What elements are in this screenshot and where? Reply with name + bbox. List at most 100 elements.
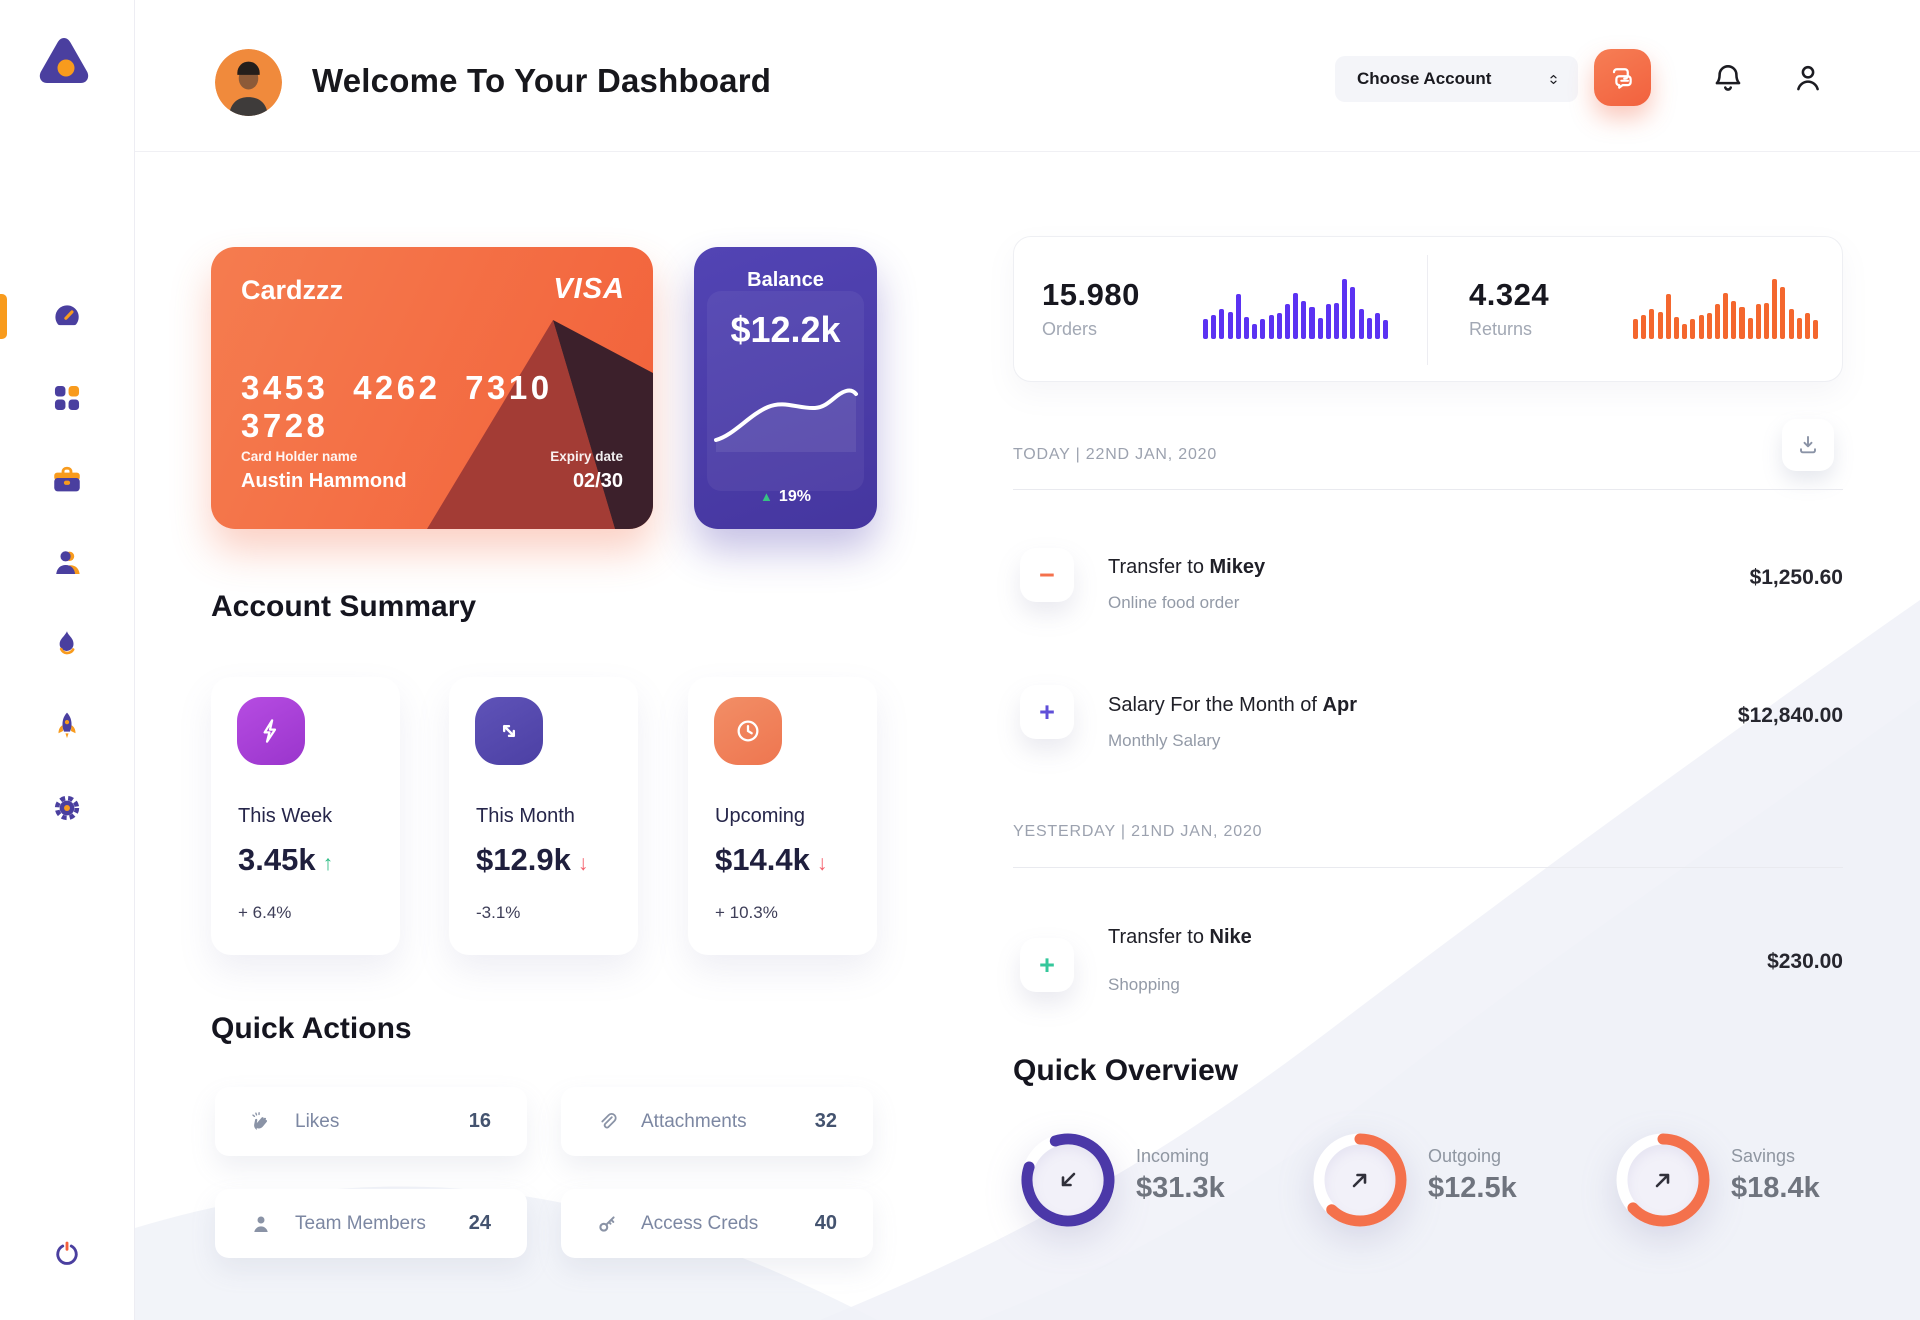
transaction-subtitle: Online food order xyxy=(1108,593,1240,612)
incoming-donut-gauge xyxy=(1021,1133,1115,1227)
app-logo[interactable] xyxy=(35,34,93,90)
transaction-sign-minus: − xyxy=(1020,548,1074,602)
transaction-amount: $230.00 xyxy=(1767,950,1843,973)
clap-hands-icon xyxy=(252,1111,268,1130)
key-icon xyxy=(599,1215,615,1232)
sidebar-item-settings[interactable] xyxy=(43,784,91,832)
sidebar-item-contacts[interactable] xyxy=(43,538,91,586)
flame-icon xyxy=(59,631,75,655)
quick-actions-title: Quick Actions xyxy=(211,1012,412,1045)
card-pyramid-decoration xyxy=(427,320,653,529)
active-nav-indicator xyxy=(0,294,7,339)
download-icon xyxy=(1800,436,1816,454)
page-title: Welcome To Your Dashboard xyxy=(312,62,772,99)
incoming-value: $31.3k xyxy=(1136,1172,1225,1204)
notifications-button[interactable] xyxy=(1710,60,1746,96)
card-number: 3453 4262 7310 3728 xyxy=(241,369,553,444)
sidebar-item-portfolio[interactable] xyxy=(43,456,91,504)
expiry-label: Expiry date xyxy=(550,449,623,464)
sidebar-item-trending[interactable] xyxy=(43,620,91,668)
transactions-divider xyxy=(1013,489,1843,490)
orders-label: Orders xyxy=(1042,319,1098,339)
balance-inner-panel xyxy=(707,291,864,491)
triangle-logo-icon xyxy=(39,38,89,83)
outgoing-label: Outgoing xyxy=(1428,1146,1502,1166)
download-button[interactable] xyxy=(1782,419,1834,471)
summary-delta: + 10.3% xyxy=(715,903,778,922)
summary-label: This Month xyxy=(476,805,575,827)
orders-value: 15.980 xyxy=(1042,277,1140,312)
quick-action-access-creds[interactable]: Access Creds 40 xyxy=(561,1189,873,1258)
quick-action-label: Attachments xyxy=(641,1110,747,1132)
balance-change: ▲ 19% xyxy=(760,488,811,505)
trend-arrow: ↓ xyxy=(577,852,589,875)
team-member-icon xyxy=(254,1216,268,1232)
transaction-title: Transfer to Mikey xyxy=(1108,556,1266,578)
summary-value: 3.45k ↑ xyxy=(238,842,334,877)
grid-icon xyxy=(54,385,80,411)
bell-icon xyxy=(1715,65,1741,91)
trend-arrow: ↑ xyxy=(322,852,334,875)
returns-bar-chart xyxy=(1633,277,1823,339)
user-icon xyxy=(1797,65,1819,91)
orders-returns-card: 15.980 Orders 4.324 Returns xyxy=(1013,236,1843,382)
summary-card-upcoming: Upcoming $14.4k ↓ + 10.3% xyxy=(688,677,877,955)
orders-bar-chart xyxy=(1203,277,1393,339)
quick-action-label: Team Members xyxy=(295,1212,426,1234)
logout-power-button[interactable] xyxy=(43,1230,91,1278)
sidebar xyxy=(0,0,135,1320)
quick-action-count: 24 xyxy=(468,1212,491,1234)
up-right-arrow-icon xyxy=(1655,1173,1670,1188)
quick-action-count: 16 xyxy=(468,1110,491,1132)
summary-card-this-week: This Week 3.45k ↑ + 6.4% xyxy=(211,677,400,955)
summary-label: This Week xyxy=(238,805,333,827)
briefcase-icon xyxy=(54,466,80,492)
header-divider xyxy=(135,151,1920,152)
diagonal-arrows-icon xyxy=(475,697,543,765)
transaction-title: Salary For the Month of Apr xyxy=(1108,694,1357,716)
trend-arrow: ↓ xyxy=(816,852,828,875)
summary-value: $14.4k ↓ xyxy=(715,842,828,877)
transaction-subtitle: Monthly Salary xyxy=(1108,731,1221,750)
stats-divider xyxy=(1427,255,1428,365)
transaction-sign-plus: + xyxy=(1020,685,1074,739)
quick-action-label: Access Creds xyxy=(641,1212,759,1234)
sidebar-item-apps[interactable] xyxy=(43,374,91,422)
up-arrow-icon: ▲ xyxy=(760,489,773,504)
sidebar-item-dashboard[interactable] xyxy=(43,292,91,340)
power-icon xyxy=(56,1241,78,1265)
summary-value: $12.9k ↓ xyxy=(476,842,589,877)
transactions-divider xyxy=(1013,867,1843,868)
user-avatar[interactable] xyxy=(215,49,282,116)
transaction-title: Transfer to Nike xyxy=(1108,926,1252,948)
summary-delta: + 6.4% xyxy=(238,903,292,922)
account-summary-title: Account Summary xyxy=(211,590,477,623)
profile-button[interactable] xyxy=(1790,60,1826,96)
outgoing-donut-gauge xyxy=(1313,1133,1407,1227)
lightning-icon xyxy=(237,697,305,765)
quick-action-attachments[interactable]: Attachments 32 xyxy=(561,1087,873,1156)
card-holder-name: Austin Hammond xyxy=(241,470,407,492)
quick-action-team-members[interactable]: Team Members 24 xyxy=(215,1189,527,1258)
transaction-amount: $12,840.00 xyxy=(1737,704,1843,727)
choose-account-select[interactable]: Choose Account xyxy=(1335,56,1578,102)
up-down-chevrons-icon xyxy=(1550,74,1557,84)
messages-button[interactable] xyxy=(1594,49,1651,106)
outgoing-value: $12.5k xyxy=(1428,1172,1517,1204)
summary-label: Upcoming xyxy=(715,805,806,827)
quick-action-count: 32 xyxy=(814,1110,837,1132)
transaction-amount: $1,250.60 xyxy=(1749,566,1843,589)
user-photo-icon xyxy=(215,49,282,116)
quick-action-likes[interactable]: Likes 16 xyxy=(215,1087,527,1156)
quick-overview-title: Quick Overview xyxy=(1013,1054,1239,1087)
choose-account-label: Choose Account xyxy=(1357,69,1492,88)
visa-logo: VISA xyxy=(553,273,625,305)
sidebar-item-launch[interactable] xyxy=(43,702,91,750)
clock-icon xyxy=(714,697,782,765)
chat-bubbles-icon xyxy=(1612,67,1632,89)
quick-action-label: Likes xyxy=(295,1110,340,1132)
quick-action-count: 40 xyxy=(814,1212,837,1234)
balance-card: Balance $12.2k ▲ 19% xyxy=(694,247,877,529)
speedometer-icon xyxy=(55,305,79,326)
